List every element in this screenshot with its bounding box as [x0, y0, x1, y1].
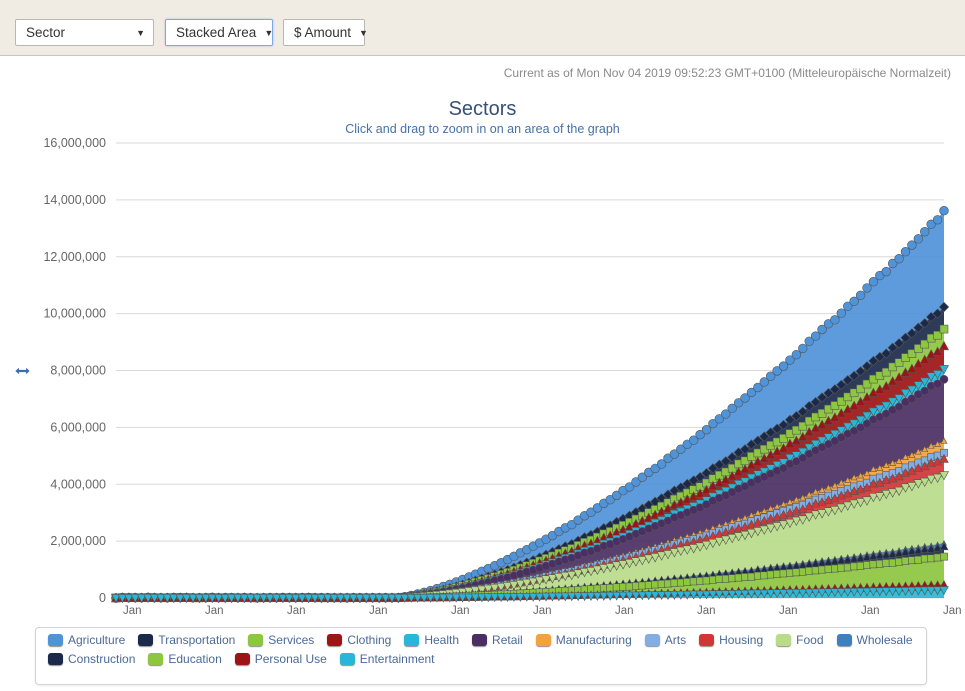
svg-text:Jan: Jan — [779, 605, 798, 617]
svg-text:Jan: Jan — [697, 605, 716, 617]
svg-text:Jan: Jan — [533, 605, 552, 617]
svg-text:Jan: Jan — [861, 605, 880, 617]
svg-text:4,000,000: 4,000,000 — [50, 477, 106, 491]
svg-text:0: 0 — [99, 591, 106, 605]
svg-text:8,000,000: 8,000,000 — [50, 364, 106, 378]
svg-text:Jan: Jan — [451, 605, 470, 617]
svg-text:12,000,000: 12,000,000 — [43, 250, 106, 264]
svg-text:16,000,000: 16,000,000 — [43, 136, 106, 150]
svg-text:Jan: Jan — [943, 605, 962, 617]
svg-text:Jan: Jan — [205, 605, 224, 617]
svg-text:Jan: Jan — [287, 605, 306, 617]
svg-text:Jan: Jan — [615, 605, 634, 617]
svg-text:14,000,000: 14,000,000 — [43, 193, 106, 207]
svg-text:Jan: Jan — [123, 605, 142, 617]
svg-text:Jan: Jan — [369, 605, 388, 617]
svg-text:10,000,000: 10,000,000 — [43, 307, 106, 321]
svg-text:6,000,000: 6,000,000 — [50, 420, 106, 434]
svg-text:2,000,000: 2,000,000 — [50, 534, 106, 548]
